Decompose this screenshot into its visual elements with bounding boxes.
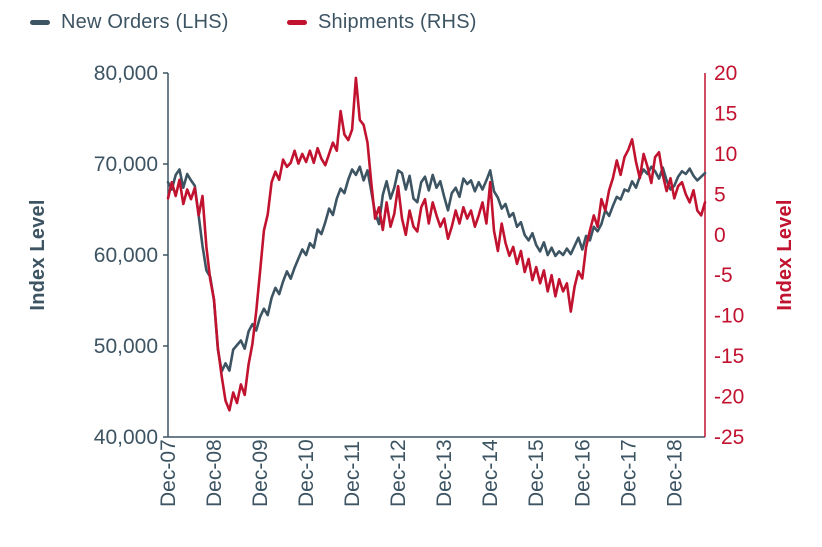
- right-axis-tick-label: 5: [714, 183, 726, 206]
- x-axis-tick-label: Dec-08: [203, 439, 226, 507]
- right-axis-tick-label: 10: [714, 143, 737, 166]
- right-axis-tick-label: 20: [714, 62, 737, 85]
- x-axis-tick-label: Dec-07: [157, 439, 180, 507]
- x-axis-tick-label: Dec-09: [249, 439, 272, 507]
- x-axis-tick-label: Dec-13: [433, 439, 456, 507]
- x-axis-tick-label: Dec-15: [525, 439, 548, 507]
- right-axis-tick-label: 0: [714, 224, 726, 247]
- legend-label-new-orders: New Orders (LHS): [61, 10, 229, 33]
- x-axis-tick-label: Dec-16: [571, 439, 594, 507]
- x-axis-tick-label: Dec-11: [341, 441, 364, 507]
- shipments-line: [166, 76, 707, 412]
- left-axis-tick-label: 50,000: [94, 335, 158, 358]
- right-axis-tick-label: -15: [714, 345, 744, 368]
- right-axis-title: Index Level: [774, 199, 796, 310]
- right-axis-tick-label: 15: [714, 102, 737, 125]
- shipments-swatch-icon: [287, 19, 307, 25]
- x-axis-tick-label: Dec-10: [295, 439, 318, 507]
- new-orders-swatch-icon: [30, 19, 50, 25]
- x-axis-tick-label: Dec-14: [479, 439, 502, 507]
- x-axis-tick-label: Dec-12: [387, 439, 410, 507]
- x-axis-tick-label: Dec-18: [663, 439, 686, 507]
- left-axis-tick-label: 40,000: [94, 426, 158, 449]
- left-axis-tick-label: 80,000: [94, 62, 158, 85]
- legend-item-shipments: Shipments (RHS): [287, 10, 477, 34]
- left-axis-title: Index Level: [27, 199, 49, 310]
- left-axis-tick-label: 60,000: [94, 244, 158, 267]
- right-axis-tick-label: -5: [714, 264, 733, 287]
- x-axis-tick-label: Dec-17: [617, 439, 640, 507]
- legend-label-shipments: Shipments (RHS): [318, 10, 477, 33]
- right-axis-tick-label: -25: [714, 426, 744, 449]
- legend-item-new-orders: New Orders (LHS): [30, 10, 229, 34]
- right-axis-tick-label: -20: [714, 386, 744, 409]
- new-orders-line: [166, 165, 707, 373]
- left-axis-tick-label: 70,000: [94, 153, 158, 176]
- right-axis-tick-label: -10: [714, 305, 744, 328]
